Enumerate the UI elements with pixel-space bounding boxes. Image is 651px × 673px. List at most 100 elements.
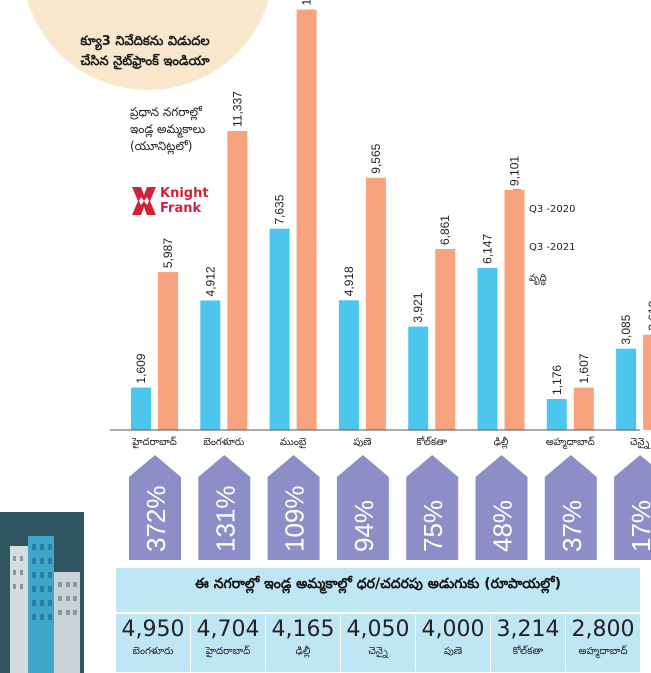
legend-label-growth: వృద్ధి (529, 273, 547, 284)
bar-q3-2021 (227, 130, 248, 430)
table-divider (116, 612, 640, 614)
growth-arrow (475, 455, 528, 560)
city-name: కోల్‌కతా (512, 646, 544, 657)
bar-q3-2021 (435, 249, 456, 430)
price-value: 4,050 (346, 617, 410, 642)
bar-value-label: 4,918 (342, 266, 356, 296)
x-tick-label: హైదరాబాద్ (131, 436, 177, 449)
bar-q3-2021 (296, 9, 317, 430)
bar-value-label: 11,337 (230, 91, 244, 127)
table-cell: 4,165 ఢిల్లీ (266, 615, 341, 671)
header-badge: క్యూ3 నివేదికను విడుదల చేసిన నైట్‌ఫ్రాంక… (50, 32, 240, 72)
logo-line-2: Frank (160, 201, 202, 216)
bar-value-label: 15,942 (300, 0, 314, 6)
city-name: పుణె (443, 646, 463, 657)
logo-line-1: Knight (160, 186, 209, 201)
bar-q3-2021 (504, 189, 525, 430)
growth-arrow (129, 455, 181, 560)
growth-percent-label: 75% (418, 500, 448, 552)
chart-bars: 1,609 5,987 4,912 11,337 7,635 15,942 4,918 9,5… (131, 0, 651, 430)
table-row: 4,950 బెంగళూరు 4,704 హైదరాబాద్ 4,165 ఢిల… (116, 615, 640, 671)
bar-q3-2020 (408, 326, 429, 430)
price-value: 4,000 (421, 617, 485, 642)
x-tick-label: ముంబై (280, 437, 307, 449)
chart-subtitle: ప్రధాన నగరాల్లో ఇండ్ల అమ్మకాలు (యూనిట్లల… (130, 104, 260, 155)
price-value: 2,800 (571, 617, 635, 642)
growth-arrow (406, 455, 459, 560)
growth-percent-label: 48% (488, 500, 518, 552)
growth-arrow (198, 455, 251, 560)
x-tick-label: చెన్నై (630, 437, 651, 450)
table-title: ఈ నగరాల్లో ఇండ్ల అమ్మకాల్లో ధర/చదరపు అడు… (194, 576, 562, 592)
bar-value-label: 9,101 (508, 156, 522, 186)
city-name: చెన్నై (368, 646, 388, 657)
growth-percent-label: 372% (141, 486, 171, 553)
sales-bar-chart: 1,609 5,987 4,912 11,337 7,635 15,942 4,918 9,5… (110, 0, 651, 560)
x-axis-labels: హైదరాబాద్ బెంగళూరు ముంబై పుణె కోల్‌కతా ఢిల్లీ… (131, 436, 651, 450)
price-value: 4,950 (121, 617, 185, 642)
table-cell: 4,704 హైదరాబాద్ (191, 615, 266, 671)
table-cell: 4,950 బెంగళూరు (116, 615, 191, 671)
table-cell: 4,050 చెన్నై (341, 615, 416, 671)
growth-percent-label: 17% (626, 500, 651, 552)
badge-line-1: క్యూ3 నివేదికను విడుదల (80, 34, 210, 49)
bar-value-label: 6,861 (438, 215, 452, 245)
subtitle-line-2: ఇండ్ల అమ్మకాలు (130, 122, 206, 136)
bar-q3-2020 (200, 300, 221, 430)
bar-q3-2021 (365, 177, 386, 430)
legend-label-q3-2020: Q3 -2020 (529, 204, 576, 215)
bar-value-label: 7,635 (273, 194, 287, 224)
subtitle-line-3: (యూనిట్లలో) (130, 139, 193, 153)
table-cell: 4,000 పుణె (416, 615, 491, 671)
price-value: 4,704 (196, 617, 260, 642)
growth-arrow (267, 455, 320, 560)
city-name: అహ్మదాబాద్ (578, 646, 628, 657)
bar-value-label: 6,147 (481, 234, 495, 264)
bar-value-label: 3,085 (619, 314, 633, 344)
building-illustration-icon (0, 512, 84, 673)
bar-value-label: 1,176 (550, 365, 564, 395)
growth-percent-label: 131% (210, 486, 240, 553)
growth-arrow (544, 455, 597, 560)
x-tick-label: కోల్‌కతా (416, 436, 447, 448)
bar-q3-2020 (546, 398, 567, 430)
bar-q3-2020 (477, 267, 498, 430)
bar-value-label: 9,565 (369, 143, 383, 173)
price-per-sqft-table: ఈ నగరాల్లో ఇండ్ల అమ్మకాల్లో ధర/చదరపు అడు… (116, 568, 640, 672)
bar-q3-2021 (573, 387, 594, 430)
growth-arrows: 372% 131% 109% 94% 75% 48% 37% 17% (129, 455, 651, 560)
knight-frank-logo-icon (131, 186, 157, 216)
city-name: హైదరాబాద్ (205, 646, 251, 657)
badge-line-2: చేసిన నైట్‌ఫ్రాంక్ ఇండియా (80, 54, 210, 69)
bar-q3-2021 (158, 272, 178, 430)
bar-q3-2020 (131, 387, 151, 430)
legend-label-q3-2021: Q3 -2021 (529, 242, 576, 253)
table-cell: 2,800 అహ్మదాబాద్ (566, 615, 640, 671)
growth-arrow (336, 455, 389, 560)
city-name: ఢిల్లీ (295, 646, 311, 657)
bar-q3-2021 (643, 334, 651, 430)
x-tick-label: పుణె (353, 437, 371, 448)
knight-frank-logo-text: Knight Frank (160, 186, 209, 216)
growth-arrow (614, 455, 651, 560)
bar-value-label: 5,987 (161, 238, 175, 268)
city-name: బెంగళూరు (132, 646, 174, 657)
price-value: 4,165 (271, 617, 335, 642)
subtitle-line-1: ప్రధాన నగరాల్లో (130, 105, 202, 119)
price-value: 3,214 (496, 617, 560, 642)
growth-percent-label: 94% (349, 500, 379, 552)
bar-q3-2020 (616, 348, 637, 430)
bar-value-label: 1,609 (134, 353, 148, 383)
x-tick-label: అహ్మదాబాద్ (546, 436, 595, 449)
bar-value-label: 1,607 (577, 353, 591, 383)
bar-q3-2020 (269, 228, 290, 430)
bar-value-label: 3,610 (646, 300, 651, 330)
growth-percent-label: 109% (280, 486, 310, 553)
table-cell: 3,214 కోల్‌కతా (491, 615, 566, 671)
x-tick-label: బెంగళూరు (203, 437, 244, 448)
bar-value-label: 4,912 (203, 266, 217, 296)
x-tick-label: ఢిల్లీ (494, 436, 509, 449)
bar-q3-2020 (338, 300, 359, 430)
bar-value-label: 3,921 (411, 292, 425, 322)
growth-percent-label: 37% (557, 500, 587, 552)
